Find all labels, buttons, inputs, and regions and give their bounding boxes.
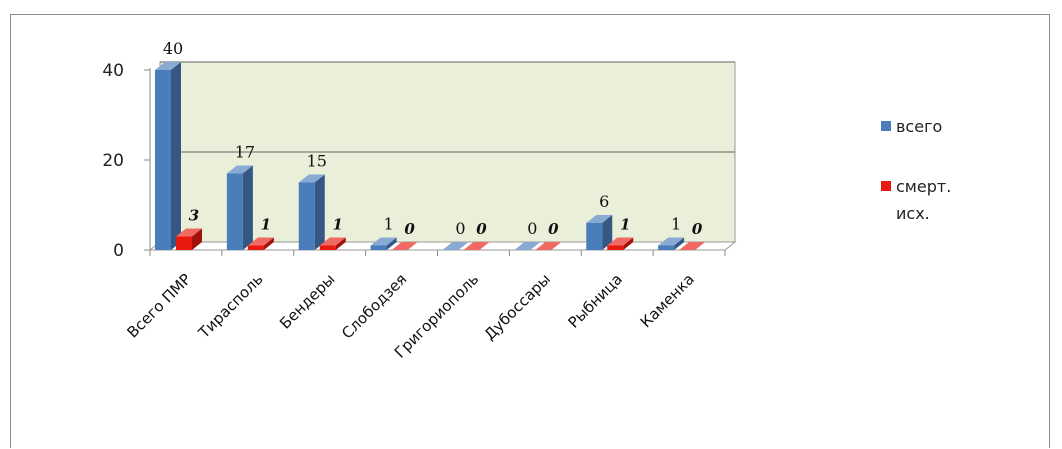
y-tick-label: 0 <box>113 241 124 261</box>
x-axis-labels: Всего ПМР Тирасполь Бендеры СлободзеяГригор… <box>123 250 726 362</box>
data-label-deaths: 0 <box>692 220 703 238</box>
x-category-label: Слободзея <box>338 270 410 342</box>
legend: всего смерт. исх. <box>881 117 951 223</box>
bar-deaths <box>679 242 706 250</box>
legend-label-total: всего <box>896 117 942 136</box>
data-label-deaths: 3 <box>189 207 199 225</box>
bar-deaths <box>535 242 562 250</box>
bar-total <box>155 62 181 250</box>
y-tick-label: 40 <box>102 61 124 81</box>
bar-deaths <box>463 242 490 250</box>
chart-frame <box>10 14 1050 448</box>
bar-total <box>442 242 469 250</box>
bar-deaths <box>391 242 418 250</box>
bar-deaths <box>247 237 274 250</box>
legend-label-deaths-line2: исх. <box>896 204 930 223</box>
y-tick-label: 20 <box>102 151 124 171</box>
x-category-label: Каменка <box>637 270 698 331</box>
legend-swatch-deaths <box>881 181 891 191</box>
bar-total <box>658 237 685 250</box>
bar-deaths <box>319 237 346 250</box>
data-label-total: 0 <box>455 219 465 238</box>
x-category-label: Бендеры <box>276 270 338 332</box>
gridlines <box>160 61 735 153</box>
data-label-total: 17 <box>235 143 255 162</box>
data-label-total: 1 <box>384 215 394 234</box>
data-label-deaths: 0 <box>548 220 559 238</box>
x-category-label: Тирасполь <box>194 270 266 342</box>
y-axis: 0 20 40 <box>102 61 151 261</box>
bar-total <box>370 237 397 250</box>
data-label-deaths: 0 <box>404 220 415 238</box>
data-label-total: 6 <box>599 192 609 211</box>
data-label-total: 40 <box>163 39 183 58</box>
bar-total <box>586 215 613 250</box>
data-label-total: 1 <box>671 215 681 234</box>
x-category-label: Дубоссары <box>481 270 555 344</box>
data-label-deaths: 1 <box>333 216 343 234</box>
legend-swatch-total <box>881 121 891 131</box>
x-category-label: Всего ПМР <box>123 270 194 341</box>
bar-total <box>298 174 325 250</box>
data-label-deaths: 1 <box>261 216 271 234</box>
data-label-total: 15 <box>307 152 327 171</box>
data-label-total: 0 <box>527 219 537 238</box>
bar-deaths <box>607 237 634 250</box>
bar-deaths <box>176 228 202 250</box>
bar-total <box>514 242 541 250</box>
data-label-deaths: 0 <box>476 220 487 238</box>
data-label-deaths: 1 <box>620 216 630 234</box>
x-category-label: Рыбница <box>564 270 626 332</box>
legend-label-deaths-line1: смерт. <box>896 177 951 196</box>
bar-total <box>226 165 253 250</box>
